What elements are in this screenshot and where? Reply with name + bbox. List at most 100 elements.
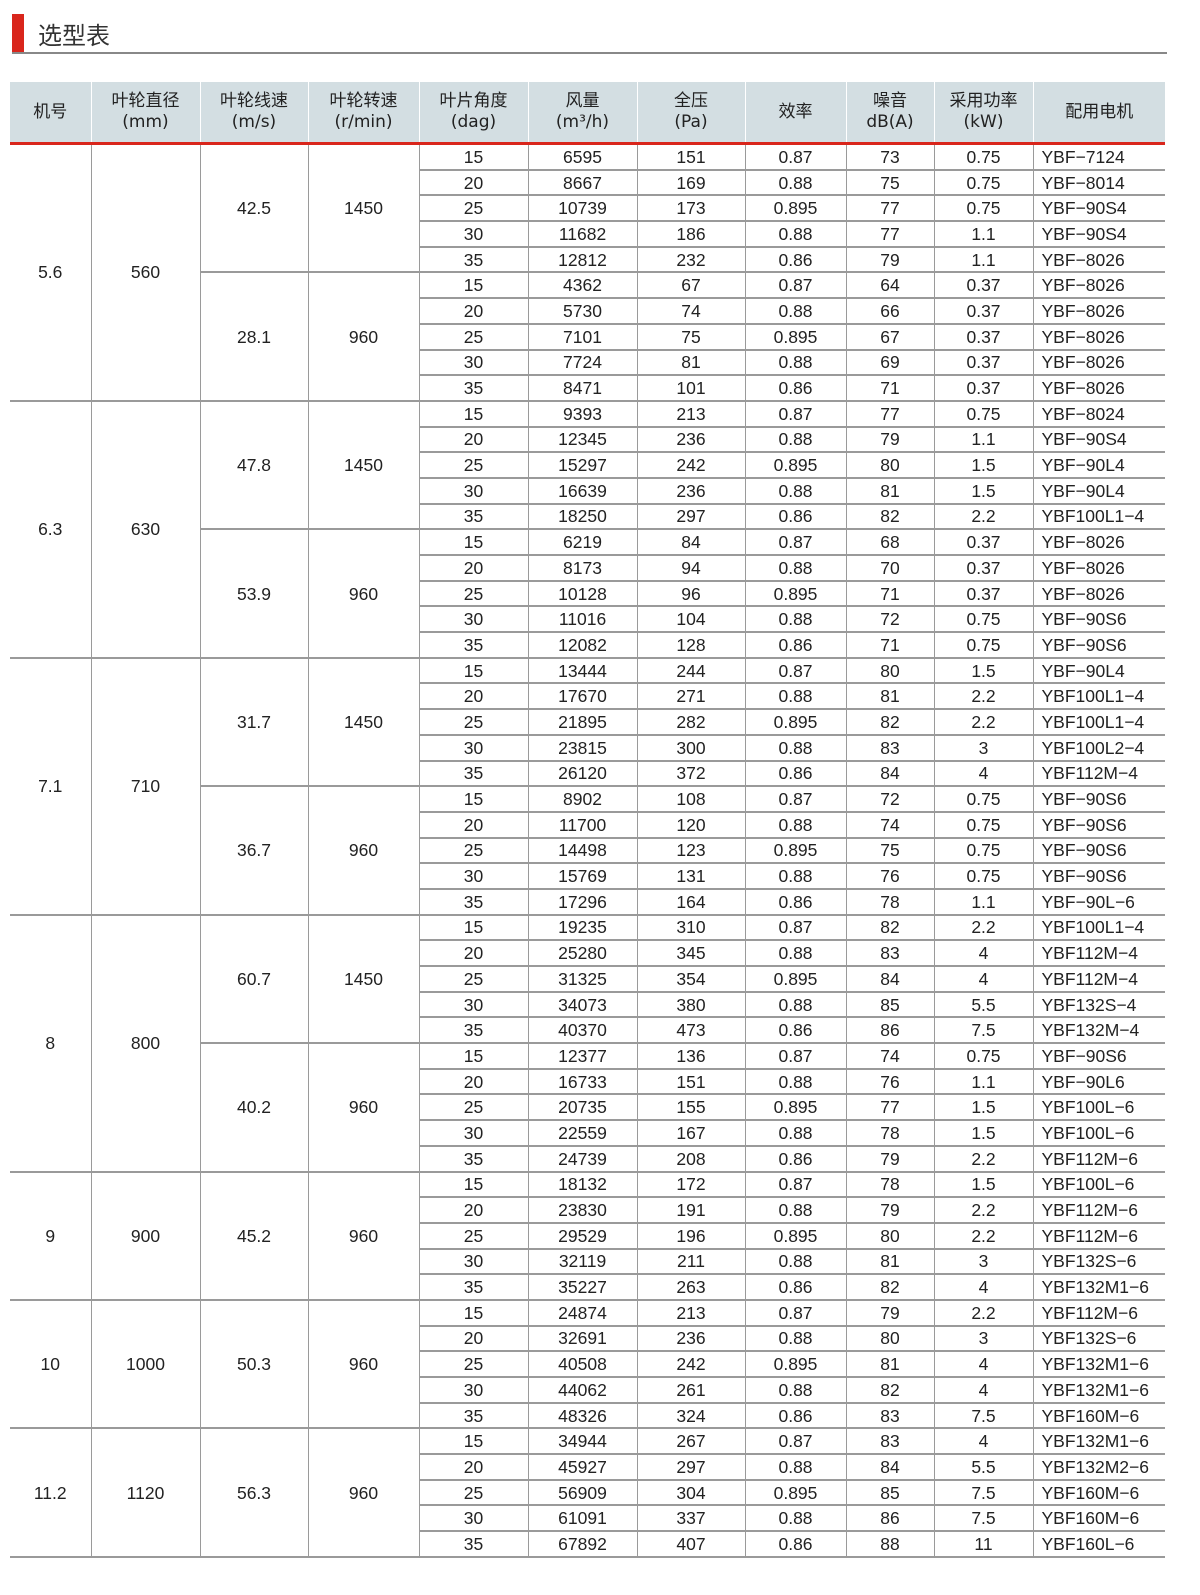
power: 0.75: [933, 786, 1033, 813]
total-pressure: 310: [636, 914, 745, 942]
efficiency: 0.88: [744, 940, 846, 967]
air-flow: 12812: [527, 246, 637, 274]
efficiency: 0.895: [744, 1479, 846, 1507]
efficiency: 0.88: [744, 1068, 846, 1096]
power: 4: [933, 1377, 1033, 1404]
motor-model: YBF100L−6: [1032, 1171, 1165, 1199]
power: 2.2: [933, 1145, 1033, 1173]
column-header-name: 叶轮线速: [220, 91, 288, 111]
total-pressure: 96: [636, 580, 745, 608]
motor-model: YBF−90S4: [1032, 426, 1165, 454]
efficiency: 0.87: [744, 1043, 846, 1070]
impeller-rpm: 1450: [307, 400, 419, 531]
table-row: 9 900 45.2 960 15 18132 172 0.87 78 1.5 YBF100L−6: [10, 1171, 1165, 1301]
noise: 84: [845, 1454, 934, 1481]
table-row: 35 48326 324 0.86 83 7.5 YBF160M−6: [10, 1402, 1165, 1430]
total-pressure: 271: [636, 683, 745, 711]
blade-angle: 15: [418, 1299, 528, 1327]
impeller-linear-speed: 42.5: [199, 143, 308, 274]
table-row: 6.3 630 47.8 1450 15 9393 213 0.87 77 0.75 YBF−802…: [10, 400, 1165, 659]
efficiency: 0.88: [744, 863, 846, 890]
air-flow: 34944: [527, 1428, 637, 1456]
motor-model: YBF−8026: [1032, 246, 1165, 274]
impeller-linear-speed: 47.8: [199, 400, 308, 531]
blade-angle: 35: [418, 888, 528, 916]
power: 0.37: [933, 349, 1033, 377]
table-row: 25 56909 304 0.895 85 7.5 YBF160M−6: [10, 1479, 1165, 1507]
air-flow: 23815: [527, 734, 637, 762]
blade-angle: 20: [418, 811, 528, 839]
column-header: 叶轮线速 (m/s): [199, 82, 308, 145]
noise: 66: [845, 298, 934, 325]
total-pressure: 208: [636, 1145, 745, 1173]
total-pressure: 120: [636, 811, 745, 839]
impeller-rpm: 1450: [307, 914, 419, 1045]
motor-model: YBF−90L4: [1032, 477, 1165, 505]
efficiency: 0.86: [744, 888, 846, 916]
blade-angle: 15: [418, 786, 528, 813]
noise: 71: [845, 375, 934, 402]
total-pressure: 244: [636, 657, 745, 685]
machine-no: 5.6: [10, 143, 91, 402]
power: 1.5: [933, 1120, 1033, 1147]
table-row: 35 40370 473 0.86 86 7.5 YBF132M−4: [10, 1017, 1165, 1045]
noise: 78: [845, 1120, 934, 1147]
air-flow: 11700: [527, 811, 637, 839]
noise: 75: [845, 837, 934, 865]
blade-angle: 30: [418, 349, 528, 377]
motor-model: YBF160M−6: [1032, 1402, 1165, 1430]
efficiency: 0.895: [744, 837, 846, 865]
table-row: 36.7 960 15 8902 108 0.87 72 0.75 YBF−90S6: [10, 786, 1165, 916]
noise: 79: [845, 426, 934, 454]
air-flow: 32691: [527, 1325, 637, 1353]
blade-angle: 35: [418, 1274, 528, 1301]
air-flow: 56909: [527, 1479, 637, 1507]
column-header-name: 叶片角度: [439, 91, 508, 111]
power: 0.75: [933, 811, 1033, 839]
column-header-unit: (dag): [450, 112, 497, 132]
blade-angle: 30: [418, 606, 528, 634]
total-pressure: 196: [636, 1222, 745, 1250]
noise: 81: [845, 477, 934, 505]
blade-angle: 35: [418, 632, 528, 659]
power: 1.5: [933, 477, 1033, 505]
noise: 77: [845, 195, 934, 223]
air-flow: 17296: [527, 888, 637, 916]
noise: 73: [845, 143, 934, 171]
noise: 85: [845, 1479, 934, 1507]
column-header: 风量 (m³/h): [527, 82, 637, 145]
efficiency: 0.88: [744, 221, 846, 248]
efficiency: 0.86: [744, 632, 846, 659]
noise: 80: [845, 1222, 934, 1250]
blade-angle: 35: [418, 503, 528, 531]
motor-model: YBF132S−6: [1032, 1248, 1165, 1276]
noise: 81: [845, 1351, 934, 1378]
page-title: 选型表: [38, 22, 110, 50]
air-flow: 5730: [527, 298, 637, 325]
blade-angle: 25: [418, 580, 528, 608]
power: 5.5: [933, 1454, 1033, 1481]
motor-model: YBF112M−6: [1032, 1222, 1165, 1250]
total-pressure: 297: [636, 503, 745, 531]
efficiency: 0.88: [744, 1377, 846, 1404]
noise: 79: [845, 1299, 934, 1327]
motor-model: YBF132M1−6: [1032, 1351, 1165, 1378]
motor-model: YBF−8026: [1032, 375, 1165, 402]
power: 2.2: [933, 1197, 1033, 1224]
power: 0.37: [933, 298, 1033, 325]
motor-model: YBF−90S6: [1032, 606, 1165, 634]
air-flow: 9393: [527, 400, 637, 428]
blade-angle: 15: [418, 272, 528, 300]
table-row: 35 26120 372 0.86 84 4 YBF112M−4: [10, 760, 1165, 788]
power: 0.75: [933, 400, 1033, 428]
power: 1.1: [933, 426, 1033, 454]
motor-model: YBF−8026: [1032, 323, 1165, 351]
total-pressure: 242: [636, 1351, 745, 1378]
blade-angle: 15: [418, 400, 528, 428]
blade-angle: 20: [418, 169, 528, 197]
table-header-row: 机号 叶轮直径 (mm) 叶轮线速 (m/s) 叶轮转速 (r/min) 叶片角度 (dag) 风…: [10, 82, 1165, 145]
power: 1.5: [933, 452, 1033, 479]
table-row: 8 800 60.7 1450 15 19235 310 0.87 82 2.2 YBF100L1−…: [10, 914, 1165, 1173]
efficiency: 0.895: [744, 1094, 846, 1122]
column-header-unit: (r/min): [334, 112, 393, 132]
